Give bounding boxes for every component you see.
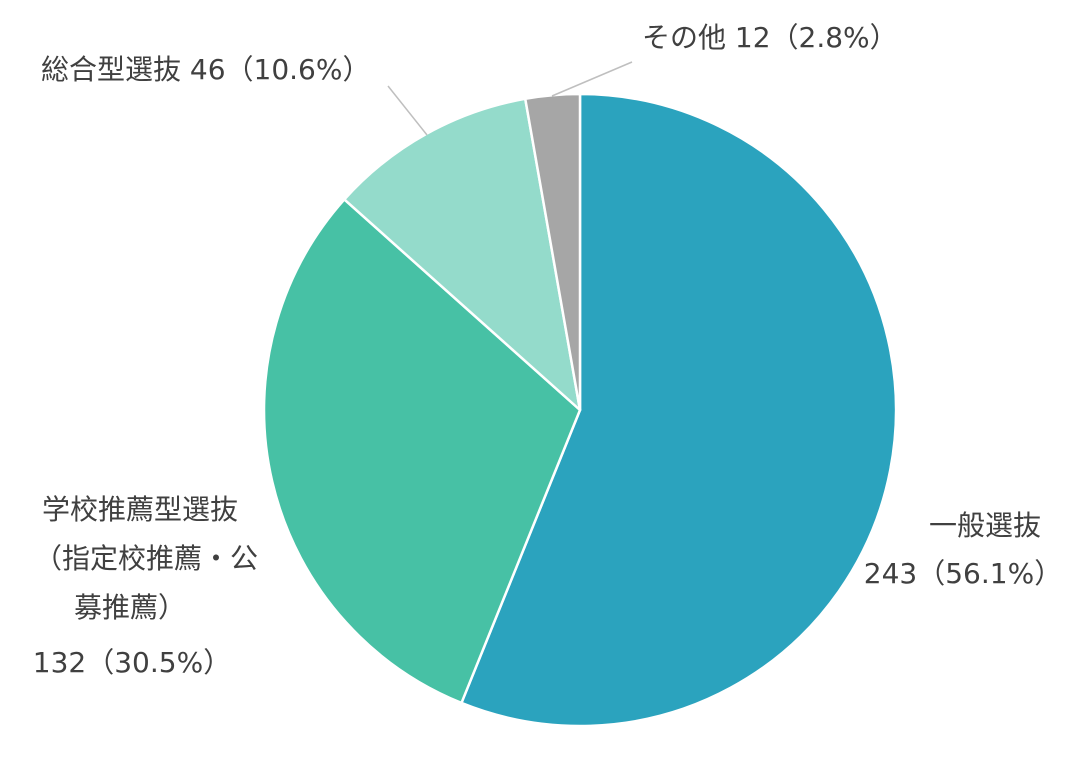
pie-slices bbox=[262, 92, 898, 728]
pie-slice-suisen bbox=[262, 198, 582, 705]
slice-value-suisen: 132（30.5%） bbox=[33, 646, 231, 679]
slice-label-ippan: 一般選抜 bbox=[929, 509, 1041, 542]
slice-label-suisen-line1: 学校推薦型選抜 bbox=[42, 493, 238, 526]
pie-slice-ippan bbox=[460, 92, 898, 728]
leader-line-sougou bbox=[387, 85, 428, 136]
slice-label-suisen-line2: （指定校推薦・公 bbox=[34, 542, 258, 575]
slice-label-suisen-line3: 募推薦） bbox=[74, 591, 186, 624]
slice-value-ippan: 243（56.1%） bbox=[864, 557, 1062, 590]
slice-label-sougou: 総合型選抜 46（10.6%） bbox=[41, 53, 370, 86]
slice-label-sonota: その他 12（2.8%） bbox=[642, 21, 898, 54]
leader-line-sonota bbox=[551, 61, 633, 97]
